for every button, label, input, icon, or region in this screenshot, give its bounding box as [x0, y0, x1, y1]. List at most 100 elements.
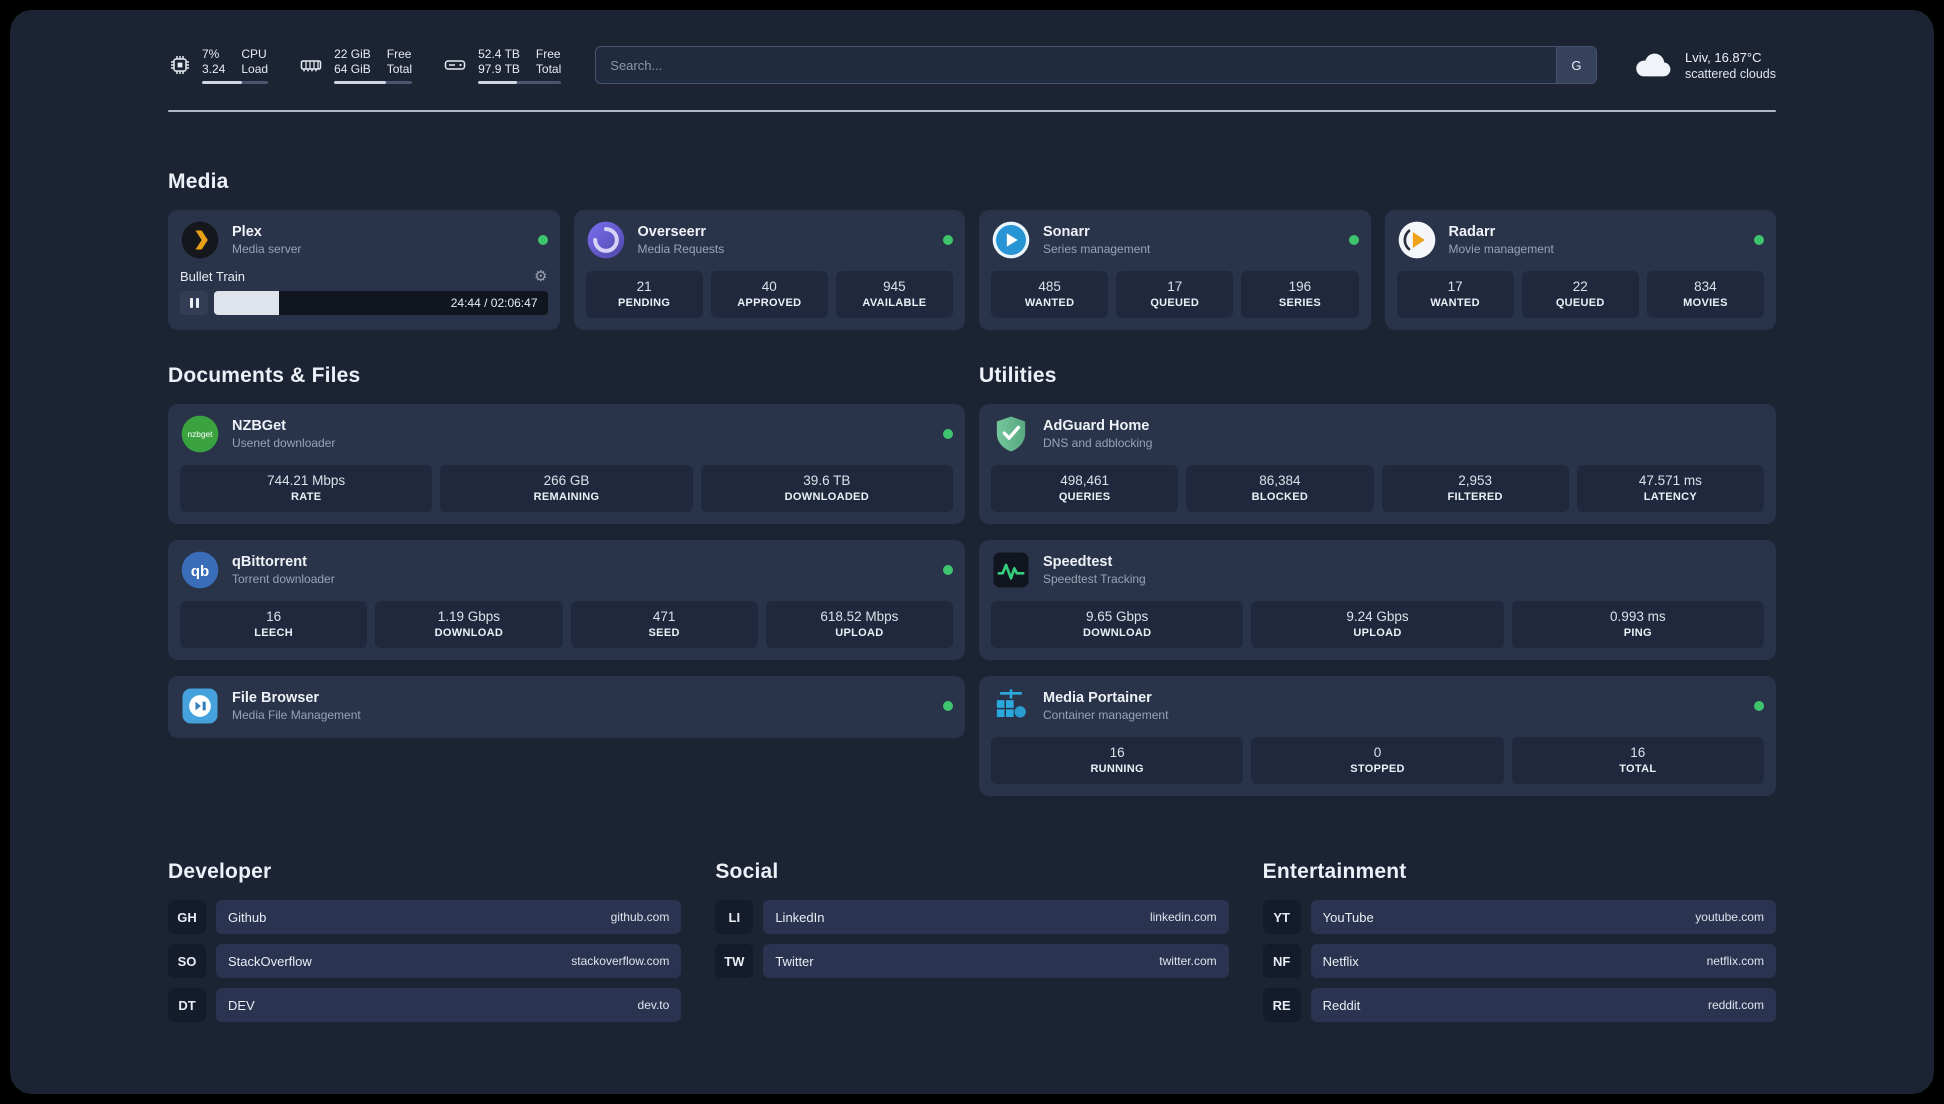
stat-label: DOWNLOAD	[1082, 627, 1152, 639]
bookmark-name: LinkedIn	[775, 909, 825, 925]
gear-icon[interactable]: ⚙	[534, 268, 548, 285]
bookmark-url: netflix.com	[1706, 954, 1764, 968]
bookmark-url: youtube.com	[1695, 910, 1764, 924]
entertainment-heading: Entertainment	[1262, 860, 1407, 883]
service-subtitle: DNS and adblocking	[1043, 436, 1153, 450]
status-dot	[1754, 701, 1764, 711]
search-engine-button[interactable]: G	[1555, 47, 1596, 83]
bookmark-name: Netflix	[1322, 953, 1359, 969]
service-card-qbittorrent[interactable]: qb qBittorrent Torrent downloader 16	[168, 540, 965, 660]
search-input[interactable]	[596, 47, 1556, 83]
stat-label: DOWNLOADED	[784, 491, 869, 503]
bookmark-name: Reddit	[1322, 997, 1361, 1013]
disk-usage-bar	[478, 80, 562, 84]
stat-tile: 47.571 ms LATENCY	[1576, 465, 1764, 512]
bookmark-github[interactable]: GH Github github.com	[168, 900, 682, 934]
stat-tile: 1.19 Gbps DOWNLOAD	[375, 601, 563, 648]
overseerr-icon	[586, 220, 626, 260]
stat-value: 485	[1038, 279, 1061, 294]
portainer-icon	[991, 686, 1031, 726]
stat-tile: 16 RUNNING	[991, 737, 1244, 784]
bookmark-url: twitter.com	[1159, 954, 1217, 968]
bookmark-stackoverflow[interactable]: SO StackOverflow stackoverflow.com	[168, 944, 682, 978]
stat-label: LEECH	[254, 627, 294, 639]
stat-label: SERIES	[1278, 297, 1321, 309]
service-card-overseerr[interactable]: Overseerr Media Requests 21 PENDING 40 A…	[573, 210, 965, 330]
sonarr-icon	[991, 220, 1031, 260]
pause-button[interactable]	[180, 291, 208, 315]
service-card-speedtest[interactable]: Speedtest Speedtest Tracking 9.65 Gbps D…	[979, 540, 1776, 660]
search-bar: G	[595, 46, 1597, 84]
now-playing-title: Bullet Train	[180, 269, 246, 284]
nzbget-icon: nzbget	[180, 414, 220, 454]
stat-label: UPLOAD	[835, 627, 884, 639]
filebrowser-icon	[180, 686, 220, 726]
stat-label: RATE	[291, 491, 322, 503]
linkedin-icon: LI	[715, 900, 754, 934]
stat-tile: 0.993 ms PING	[1511, 601, 1764, 648]
service-card-sonarr[interactable]: Sonarr Series management 485 WANTED 17 Q…	[979, 210, 1371, 330]
stat-label: BLOCKED	[1251, 491, 1309, 503]
service-subtitle: Speedtest Tracking	[1043, 572, 1146, 586]
stat-label: QUEUED	[1150, 297, 1200, 309]
topbar: 7% 3.24 CPU Load	[168, 46, 1776, 84]
service-name: Radarr	[1448, 224, 1496, 240]
stat-label: DOWNLOAD	[434, 627, 504, 639]
service-name: Overseerr	[637, 224, 707, 240]
service-card-plex[interactable]: Plex Media server Bullet Train ⚙ 24:4	[168, 210, 560, 330]
stat-tile: 196 SERIES	[1241, 271, 1359, 318]
status-dot	[943, 429, 953, 439]
stat-label: PING	[1623, 627, 1652, 639]
weather-location-temp: Lviv, 16.87°C	[1684, 49, 1762, 65]
bookmark-twitter[interactable]: TW Twitter twitter.com	[715, 944, 1229, 978]
service-name: Speedtest	[1043, 554, 1113, 570]
ram-usage-bar	[334, 80, 413, 84]
section-developer: Developer GH Github github.com SO StackO…	[168, 860, 682, 1032]
playback-progress-bar[interactable]: 24:44 / 02:06:47	[214, 291, 548, 315]
stat-value: 17	[1167, 279, 1183, 294]
service-subtitle: Movie management	[1448, 242, 1554, 256]
netflix-icon: NF	[1262, 944, 1301, 978]
section-documents: Documents & Files nzbget NZBGet Usenet d…	[168, 364, 965, 796]
bookmark-reddit[interactable]: RE Reddit reddit.com	[1262, 988, 1776, 1022]
service-subtitle: Torrent downloader	[232, 572, 335, 586]
stackoverflow-icon: SO	[168, 944, 206, 978]
stat-label: STOPPED	[1350, 763, 1405, 775]
stat-tile: 9.24 Gbps UPLOAD	[1251, 601, 1504, 648]
bookmark-netflix[interactable]: NF Netflix netflix.com	[1262, 944, 1776, 978]
dashboard: 7% 3.24 CPU Load	[10, 10, 1934, 1094]
stat-tile: 17 WANTED	[1396, 271, 1514, 318]
ram-icon	[300, 60, 322, 72]
media-player: 24:44 / 02:06:47	[180, 291, 548, 315]
service-card-radarr[interactable]: Radarr Movie management 17 WANTED 22 QUE…	[1384, 210, 1776, 330]
service-subtitle: Media File Management	[232, 708, 361, 722]
stat-tile: 485 WANTED	[991, 271, 1109, 318]
speedtest-icon	[991, 550, 1031, 590]
stat-value: 22	[1572, 279, 1588, 294]
stat-value: 618.52 Mbps	[820, 609, 899, 624]
bookmark-linkedin[interactable]: LI LinkedIn linkedin.com	[715, 900, 1229, 934]
playback-progress-fill	[214, 291, 280, 315]
service-card-portainer[interactable]: Media Portainer Container management 16 …	[979, 676, 1776, 796]
stat-value: 21	[636, 279, 652, 294]
cpu-loadavg: 3.24	[202, 61, 226, 76]
stat-tile: 618.52 Mbps UPLOAD	[765, 601, 953, 648]
plex-icon	[180, 220, 220, 260]
bookmark-youtube[interactable]: YT YouTube youtube.com	[1262, 900, 1776, 934]
bookmark-name: YouTube	[1322, 909, 1374, 925]
service-name: qBittorrent	[232, 554, 307, 570]
bookmark-dev[interactable]: DT DEV dev.to	[168, 988, 682, 1022]
ram-total: 64 GiB	[334, 61, 371, 76]
disk-icon	[444, 60, 466, 70]
service-card-adguard[interactable]: AdGuard Home DNS and adblocking 498,461 …	[979, 404, 1776, 524]
stat-tile: 22 QUEUED	[1521, 271, 1639, 318]
stat-value: 86,384	[1259, 473, 1301, 488]
youtube-icon: YT	[1262, 900, 1301, 934]
disk-label-1: Free	[535, 46, 561, 61]
stat-value: 834	[1694, 279, 1717, 294]
stat-tile: 16 TOTAL	[1511, 737, 1764, 784]
service-subtitle: Media server	[232, 242, 302, 256]
service-card-filebrowser[interactable]: File Browser Media File Management	[168, 676, 965, 738]
service-card-nzbget[interactable]: nzbget NZBGet Usenet downloader 744.21 M…	[168, 404, 965, 524]
bookmark-name: DEV	[228, 997, 255, 1013]
